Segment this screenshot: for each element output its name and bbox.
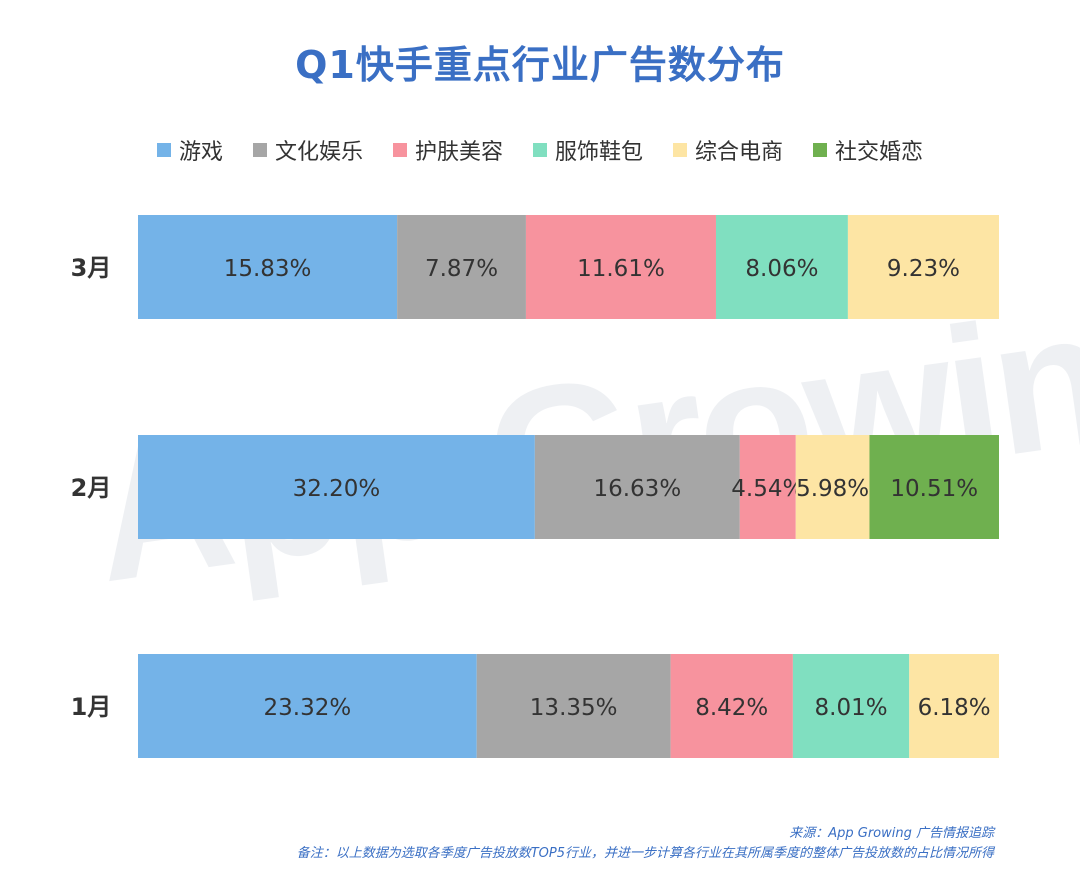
legend-swatch xyxy=(156,143,171,157)
bar-segment xyxy=(739,435,796,539)
bar-segment xyxy=(525,215,716,319)
legend-item: 服饰鞋包 xyxy=(533,134,643,166)
data-label: 8.06% xyxy=(745,256,818,282)
bar-segment xyxy=(795,435,870,539)
chart-title: Q1快手重点行业广告数分布 xyxy=(295,43,785,87)
bar-segment xyxy=(476,654,671,758)
legend-item: 护肤美容 xyxy=(392,134,503,166)
bar-segment xyxy=(670,654,793,758)
data-label: 9.23% xyxy=(887,256,960,282)
category-label: 2月 xyxy=(71,474,112,502)
bar-segment xyxy=(909,654,999,758)
bar-segment xyxy=(138,435,535,539)
legend-label: 游戏 xyxy=(178,140,223,165)
legend-item: 文化娱乐 xyxy=(252,134,363,166)
bar-segment xyxy=(869,435,999,539)
bar-segment xyxy=(138,654,477,758)
legend-label: 服饰鞋包 xyxy=(555,140,644,165)
data-label: 6.18% xyxy=(918,695,991,721)
data-label: 13.35% xyxy=(530,695,618,721)
legend-label: 社交婚恋 xyxy=(835,140,924,165)
data-label: 8.42% xyxy=(695,695,768,721)
legend: 游戏 文化娱乐 护肤美容 服饰鞋包 综合电商 社交婚恋 xyxy=(0,134,1080,166)
legend-item: 社交婚恋 xyxy=(813,134,923,166)
bar-segment xyxy=(847,215,999,319)
legend-item: 游戏 xyxy=(156,134,223,166)
bar-segment xyxy=(397,215,526,319)
category-label: 3月 xyxy=(71,254,112,282)
legend-swatch xyxy=(813,143,828,157)
legend-swatch xyxy=(533,143,547,157)
legend-swatch xyxy=(673,143,688,157)
bar-segment xyxy=(138,215,398,319)
data-label: 4.54% xyxy=(731,476,804,502)
data-label: 15.83% xyxy=(224,256,312,282)
data-label: 8.01% xyxy=(815,695,888,721)
legend-swatch xyxy=(392,143,407,157)
data-label: 16.63% xyxy=(593,476,681,502)
data-label: 32.20% xyxy=(293,476,381,502)
data-label: 23.32% xyxy=(264,695,352,721)
footnote: 备注：以上数据为选取各季度广告投放数TOP5行业，并进一步计算各行业在其所属季度… xyxy=(296,846,994,861)
category-label: 1月 xyxy=(71,693,112,721)
bar-segment xyxy=(534,435,740,539)
legend-label: 护肤美容 xyxy=(414,140,503,165)
legend-label: 综合电商 xyxy=(695,140,784,165)
bar-segment xyxy=(792,654,910,758)
data-label: 11.61% xyxy=(577,256,665,282)
source-note: 来源：App Growing 广告情报追踪 xyxy=(789,826,994,841)
data-label: 7.87% xyxy=(425,256,498,282)
data-label: 10.51% xyxy=(890,476,978,502)
data-label: 5.98% xyxy=(796,476,869,502)
legend-label: 文化娱乐 xyxy=(274,140,363,165)
legend-item: 综合电商 xyxy=(673,134,783,166)
legend-swatch xyxy=(252,143,267,157)
bar-segment xyxy=(715,215,848,319)
